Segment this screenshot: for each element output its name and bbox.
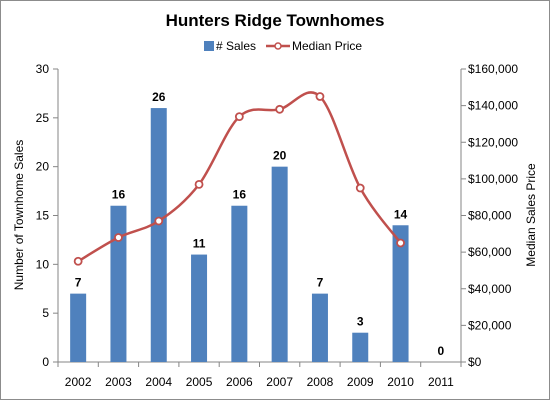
legend-marker-price <box>274 42 282 50</box>
y-tick-label: 25 <box>36 111 50 125</box>
y2-tick-label: $20,000 <box>468 318 512 332</box>
legend: # Sales Median Price <box>204 39 362 53</box>
legend-swatch-sales <box>204 41 214 51</box>
y2-tick-label: $40,000 <box>468 282 512 296</box>
bar <box>191 254 208 362</box>
line-series <box>73 91 405 266</box>
tick-labels: 051015202530$0$20,000$40,000$60,000$80,0… <box>36 62 519 389</box>
x-tick-label: 2003 <box>105 375 132 389</box>
bar-data-label: 11 <box>193 237 206 251</box>
bar-data-labels: 7 16 26 11 16 20 7 3 14 0 <box>75 90 445 358</box>
y2-tick-label: $140,000 <box>468 99 518 113</box>
bar-data-label: 20 <box>273 149 287 163</box>
bar-data-label: 16 <box>233 188 247 202</box>
y-tick-label: 10 <box>36 257 50 271</box>
y-tick-label: 0 <box>42 355 49 369</box>
x-tick-label: 2010 <box>387 375 414 389</box>
bar <box>110 205 127 362</box>
y2-tick-label: $0 <box>468 355 482 369</box>
axes <box>53 68 466 367</box>
bar <box>70 293 87 362</box>
x-tick-label: 2005 <box>186 375 213 389</box>
bar <box>271 166 288 362</box>
bar <box>150 108 167 362</box>
price-point <box>154 216 164 226</box>
price-point <box>234 112 244 122</box>
y2-tick-label: $60,000 <box>468 245 512 259</box>
y-axis-title: Number of Townhome Sales <box>12 140 26 291</box>
x-tick-label: 2009 <box>347 375 374 389</box>
bar-data-label: 14 <box>394 207 408 221</box>
bar-data-label: 3 <box>357 315 364 329</box>
x-tick-label: 2011 <box>428 375 454 389</box>
x-tick-label: 2008 <box>307 375 334 389</box>
y2-axis-title: Median Sales Price <box>524 163 538 267</box>
price-point <box>73 256 83 266</box>
bar-series <box>70 108 409 362</box>
x-tick-label: 2006 <box>226 375 253 389</box>
bar <box>231 205 248 362</box>
bar <box>352 332 369 362</box>
bar-data-label: 0 <box>438 344 445 358</box>
y-tick-label: 5 <box>42 306 49 320</box>
price-point <box>396 238 405 248</box>
y-tick-label: 20 <box>36 160 50 174</box>
bar-data-label: 26 <box>152 90 166 104</box>
bar <box>311 293 328 362</box>
legend-label-sales: # Sales <box>216 39 256 53</box>
legend-label-price: Median Price <box>292 39 362 53</box>
price-point <box>194 179 204 189</box>
bar <box>392 225 409 362</box>
bar-data-label: 7 <box>75 276 82 290</box>
price-point <box>114 233 123 242</box>
x-tick-label: 2004 <box>145 375 172 389</box>
bar-data-label: 16 <box>112 188 126 202</box>
y-tick-label: 15 <box>36 209 50 223</box>
chart-title: Hunters Ridge Townhomes <box>166 11 385 30</box>
y2-tick-label: $100,000 <box>468 172 518 186</box>
y2-tick-label: $120,000 <box>468 135 518 149</box>
price-point <box>275 104 285 114</box>
price-point <box>315 92 325 101</box>
x-tick-label: 2002 <box>65 375 92 389</box>
y2-tick-label: $160,000 <box>468 62 518 76</box>
bar-data-label: 7 <box>317 276 324 290</box>
y-tick-label: 30 <box>36 62 50 76</box>
y2-tick-label: $80,000 <box>468 209 512 223</box>
price-point <box>355 183 365 193</box>
x-tick-label: 2007 <box>266 375 293 389</box>
